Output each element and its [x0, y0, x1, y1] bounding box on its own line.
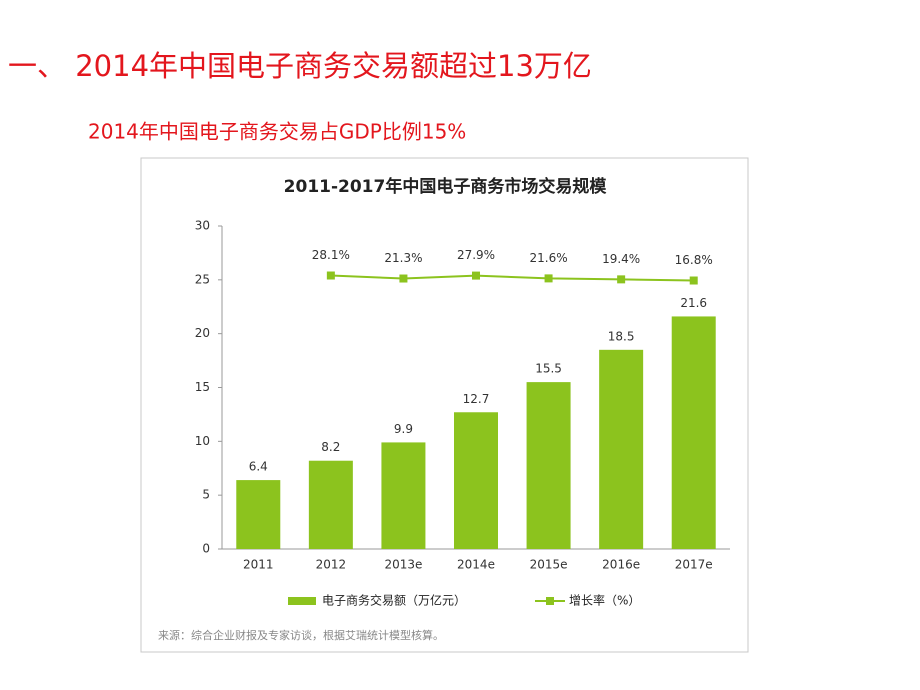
bar: [236, 480, 281, 549]
growth-value-label: 27.9%: [457, 248, 495, 262]
x-tick-label: 2011: [243, 558, 274, 572]
x-tick-label: 2015e: [530, 558, 568, 572]
bar-value-label: 8.2: [321, 440, 340, 454]
growth-point: [472, 271, 480, 280]
x-tick-label: 2012: [316, 558, 347, 572]
growth-point: [544, 274, 553, 283]
y-tick-label: 10: [195, 434, 210, 448]
bar-value-label: 12.7: [463, 392, 490, 406]
growth-value-label: 19.4%: [602, 252, 640, 266]
slide-subtitle: 2014年中国电子商务交易占GDP比例15%: [88, 120, 466, 144]
y-tick-label: 5: [202, 488, 210, 502]
growth-point: [689, 276, 698, 285]
legend-label: 增长率（%）: [569, 593, 640, 608]
bar: [308, 460, 353, 549]
slide-title: 一、 2014年中国电子商务交易额超过13万亿: [8, 49, 592, 83]
growth-point: [399, 274, 408, 283]
bar-value-label: 6.4: [249, 460, 268, 474]
bar: [671, 316, 716, 549]
chart-frame: [140, 157, 749, 653]
legend-swatch: [288, 597, 316, 605]
bar: [599, 349, 644, 549]
chart-title: 2011-2017年中国电子商务市场交易规模: [284, 176, 608, 197]
bar: [381, 442, 426, 549]
bar-value-label: 18.5: [608, 329, 635, 343]
growth-value-label: 21.3%: [384, 251, 422, 265]
bar-value-label: 15.5: [535, 362, 562, 376]
growth-value-label: 21.6%: [530, 251, 568, 265]
y-tick-label: 15: [195, 380, 210, 394]
legend-swatch: [546, 597, 554, 605]
growth-point: [617, 275, 626, 284]
bar: [454, 412, 498, 549]
growth-value-label: 16.8%: [675, 253, 713, 267]
bar-value-label: 9.9: [394, 422, 413, 436]
x-tick-label: 2017e: [675, 558, 713, 572]
bar: [526, 382, 571, 549]
growth-line: [330, 274, 694, 282]
y-tick-label: 25: [195, 272, 210, 286]
growth-value-label: 28.1%: [312, 248, 350, 262]
y-tick-label: 20: [195, 326, 210, 340]
growth-point: [326, 271, 335, 280]
x-tick-label: 2014e: [457, 558, 495, 572]
x-tick-label: 2016e: [602, 558, 640, 572]
source-note: 来源：综合企业财报及专家访谈，根据艾瑞统计模型核算。: [158, 628, 444, 642]
legend-label: 电子商务交易额（万亿元）: [322, 593, 466, 608]
x-tick-label: 2013e: [384, 558, 422, 572]
y-tick-label: 0: [202, 542, 210, 556]
bar-value-label: 21.6: [680, 296, 707, 310]
y-tick-label: 30: [195, 219, 210, 233]
